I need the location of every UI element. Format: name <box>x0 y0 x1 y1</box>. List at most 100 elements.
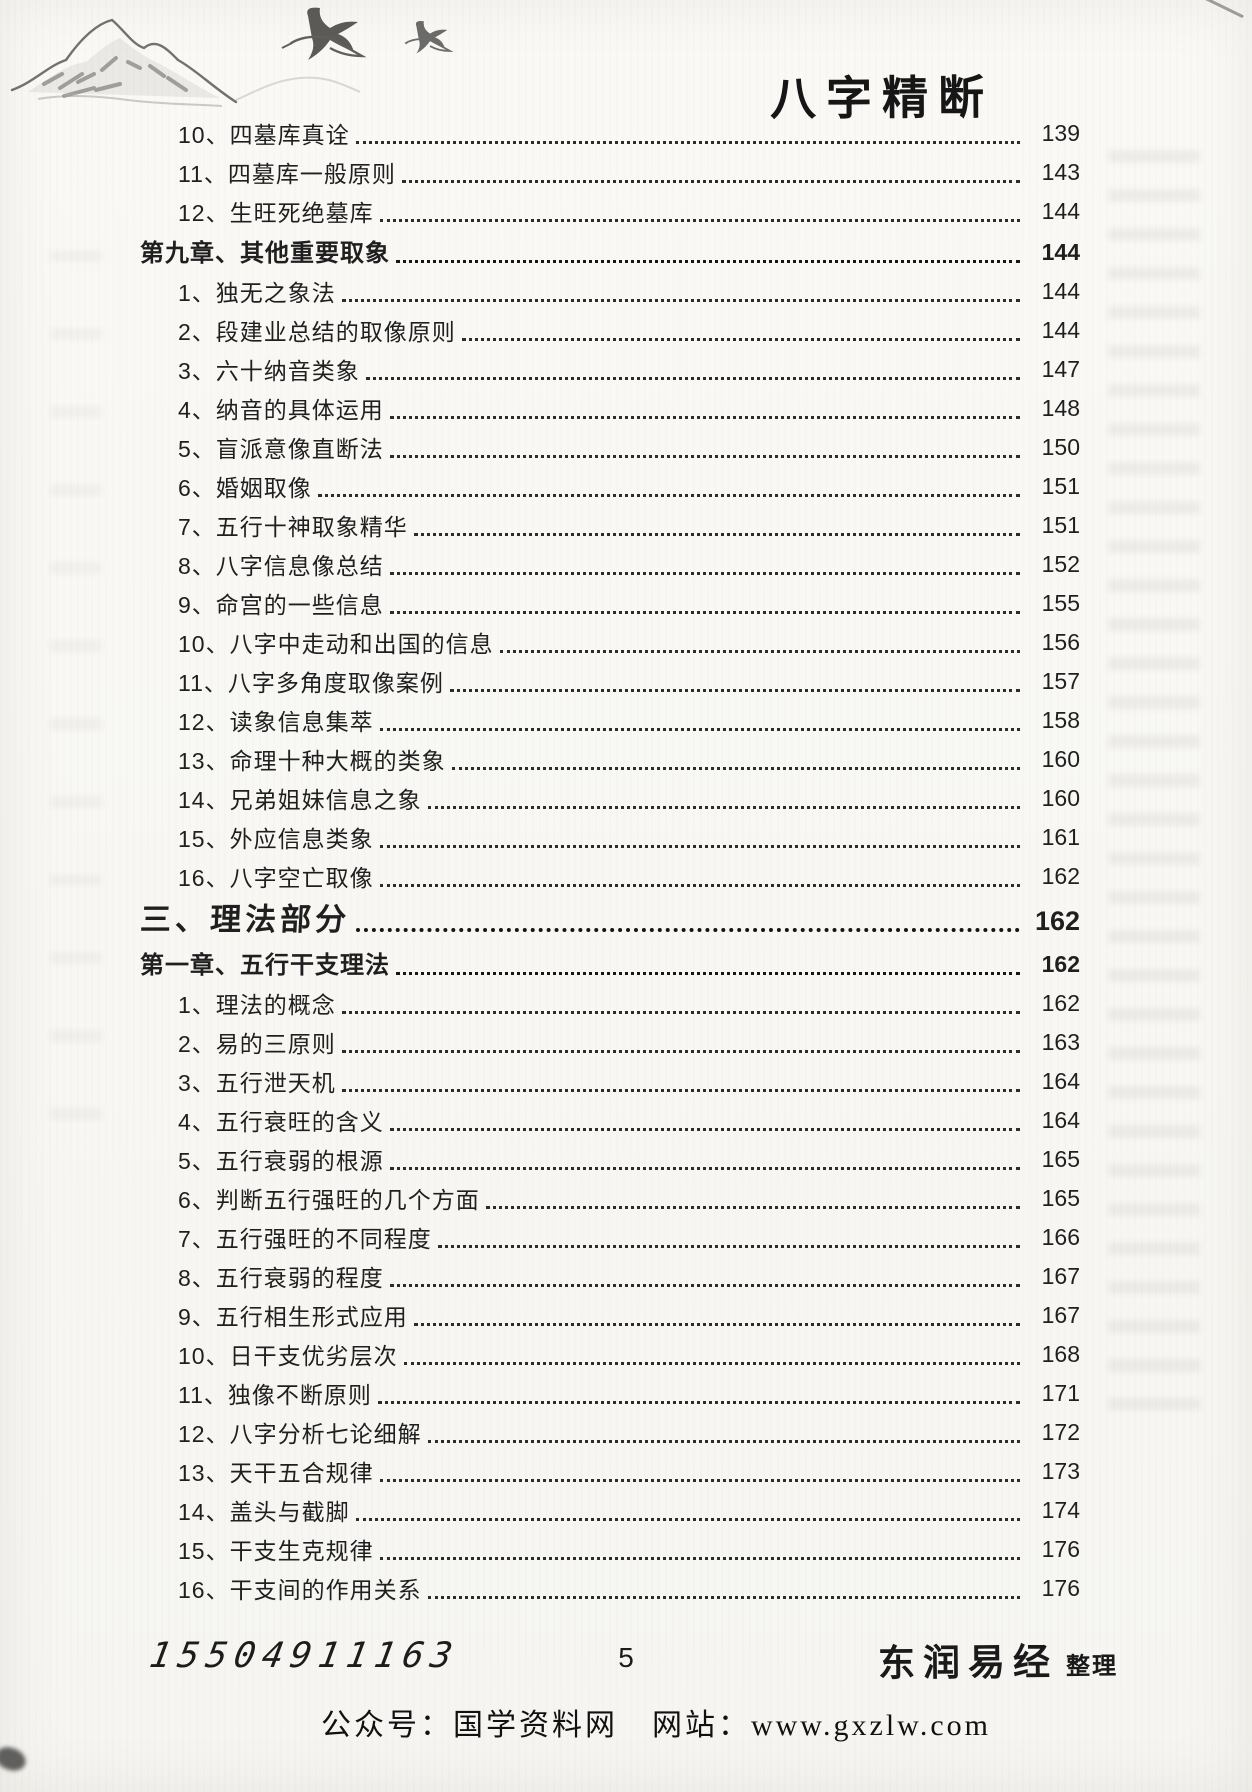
toc-row: 15、外应信息类象 161 <box>140 816 1080 855</box>
dot-leader <box>427 1596 1020 1599</box>
toc-entry-title: 10、日干支优劣层次 <box>178 1342 398 1369</box>
toc-row: 9、五行相生形式应用 167 <box>140 1294 1080 1333</box>
toc-row: 4、五行衰旺的含义 164 <box>140 1099 1080 1138</box>
dot-leader <box>499 650 1020 653</box>
publisher-signature: 东润易经 整理 <box>878 1631 1118 1687</box>
toc-row: 第一章、五行干支理法 162 <box>140 941 1080 982</box>
toc-entry-title: 1、独无之象法 <box>178 279 336 306</box>
dot-leader <box>389 611 1020 614</box>
toc-page-number: 160 <box>1041 746 1080 772</box>
toc-page-number: 143 <box>1041 159 1080 185</box>
toc-entry-title: 10、四墓库真诠 <box>178 121 350 148</box>
dot-leader <box>356 928 1020 932</box>
page-number: 5 <box>618 1642 634 1673</box>
toc-entry-title: 8、五行衰弱的程度 <box>178 1264 384 1291</box>
dot-leader <box>461 338 1020 341</box>
toc-row: 11、独像不断原则 171 <box>140 1372 1080 1411</box>
toc-entry-title: 16、干支间的作用关系 <box>178 1576 422 1603</box>
dot-leader <box>355 141 1020 144</box>
toc-entry-title: 12、读象信息集萃 <box>178 708 374 735</box>
toc-row: 2、段建业总结的取像原则 144 <box>140 309 1080 348</box>
toc-page-number: 165 <box>1041 1185 1080 1211</box>
dot-leader <box>485 1206 1020 1209</box>
toc-entry-title: 5、盲派意像直断法 <box>178 435 384 462</box>
toc-page-number: 166 <box>1041 1224 1080 1250</box>
toc-page-number: 163 <box>1041 1029 1080 1055</box>
toc-row: 12、八字分析七论细解 172 <box>140 1411 1080 1450</box>
publisher-suffix: 整理 <box>1065 1653 1119 1681</box>
toc-row: 11、四墓库一般原则 143 <box>140 151 1080 190</box>
website-address: 网站：www.gxzlw.com <box>651 1709 992 1742</box>
toc-row: 6、判断五行强旺的几个方面 165 <box>140 1177 1080 1216</box>
toc-row: 5、盲派意像直断法 150 <box>140 426 1080 465</box>
toc-entry-title: 2、易的三原则 <box>178 1030 336 1057</box>
dot-leader <box>413 1323 1020 1326</box>
pen-mark <box>1195 0 1245 19</box>
toc-row: 11、八字多角度取像案例 157 <box>140 660 1080 699</box>
toc-row: 10、八字中走动和出国的信息 156 <box>140 621 1080 660</box>
toc-row: 13、天干五合规律 173 <box>140 1450 1080 1489</box>
toc-row: 14、盖头与截脚 174 <box>140 1489 1080 1528</box>
dot-leader <box>389 455 1020 458</box>
toc-row: 10、日干支优劣层次 168 <box>140 1333 1080 1372</box>
dot-leader <box>451 767 1020 770</box>
dot-leader <box>389 1284 1020 1287</box>
ink-smudge <box>0 1744 29 1774</box>
dot-leader <box>396 972 1020 975</box>
dot-leader <box>379 884 1020 887</box>
toc-page-number: 161 <box>1041 824 1080 850</box>
toc-page-number: 157 <box>1041 668 1080 694</box>
toc-entry-title: 8、八字信息像总结 <box>178 552 384 579</box>
dot-leader <box>379 1557 1020 1560</box>
wechat-account: 公众号：国学资料网 <box>320 1709 618 1742</box>
bleed-through-ghost-left <box>50 250 102 1170</box>
toc-row: 1、理法的概念 162 <box>140 982 1080 1021</box>
toc-page-number: 174 <box>1041 1497 1080 1523</box>
toc-entry-title: 1、理法的概念 <box>178 991 336 1018</box>
bleed-through-ghost-right <box>1108 150 1200 1410</box>
publisher-name: 东润易经 <box>877 1642 1059 1686</box>
toc-page-number: 139 <box>1041 120 1080 146</box>
toc-page-number: 160 <box>1041 785 1080 811</box>
toc-row: 第九章、其他重要取象 144 <box>140 229 1080 270</box>
toc-page-number: 165 <box>1041 1146 1080 1172</box>
toc-page-number: 156 <box>1041 629 1080 655</box>
toc-entry-title: 3、六十纳音类象 <box>178 357 360 384</box>
toc-row: 15、干支生克规律 176 <box>140 1528 1080 1567</box>
toc-row: 10、四墓库真诠 139 <box>140 112 1080 151</box>
toc-entry-title: 13、天干五合规律 <box>178 1459 374 1486</box>
toc-page-number: 150 <box>1041 434 1080 460</box>
toc-entry-title: 3、五行泄天机 <box>178 1069 336 1096</box>
toc-row: 3、六十纳音类象 147 <box>140 348 1080 387</box>
toc-entry-title: 14、盖头与截脚 <box>178 1498 350 1525</box>
toc-entry-title: 4、纳音的具体运用 <box>178 396 384 423</box>
toc-row: 2、易的三原则 163 <box>140 1021 1080 1060</box>
dot-leader <box>389 416 1020 419</box>
toc-page-number: 171 <box>1041 1380 1080 1406</box>
dot-leader <box>341 299 1020 302</box>
toc-page-number: 168 <box>1041 1341 1080 1367</box>
toc-entry-title: 11、四墓库一般原则 <box>178 160 396 187</box>
crane-icon <box>404 21 454 54</box>
toc-row: 16、干支间的作用关系 176 <box>140 1567 1080 1606</box>
toc-page-number: 151 <box>1041 473 1080 499</box>
dot-leader <box>389 1128 1020 1131</box>
dot-leader <box>427 1440 1020 1443</box>
toc-page-number: 162 <box>1034 906 1080 936</box>
toc-entry-title: 5、五行衰弱的根源 <box>178 1147 384 1174</box>
toc-page-number: 158 <box>1041 707 1080 733</box>
toc-row: 16、八字空亡取像 162 <box>140 855 1080 894</box>
dot-leader <box>379 1479 1020 1482</box>
publisher-contact-line: 公众号：国学资料网 网站：www.gxzlw.com <box>30 1700 1252 1744</box>
toc-page-number: 152 <box>1041 551 1080 577</box>
toc-entry-title: 7、五行强旺的不同程度 <box>178 1225 432 1252</box>
toc-page-number: 144 <box>1041 198 1080 224</box>
toc-page-number: 144 <box>1041 317 1080 343</box>
toc-page-number: 167 <box>1041 1302 1080 1328</box>
toc-row: 7、五行强旺的不同程度 166 <box>140 1216 1080 1255</box>
toc-entry-title: 10、八字中走动和出国的信息 <box>178 630 494 657</box>
toc-entry-title: 15、外应信息类象 <box>178 825 374 852</box>
toc-row: 8、五行衰弱的程度 167 <box>140 1255 1080 1294</box>
table-of-contents: 10、四墓库真诠 139 11、四墓库一般原则 143 12、生旺死绝墓库 144 第九章、… <box>139 112 1080 1606</box>
